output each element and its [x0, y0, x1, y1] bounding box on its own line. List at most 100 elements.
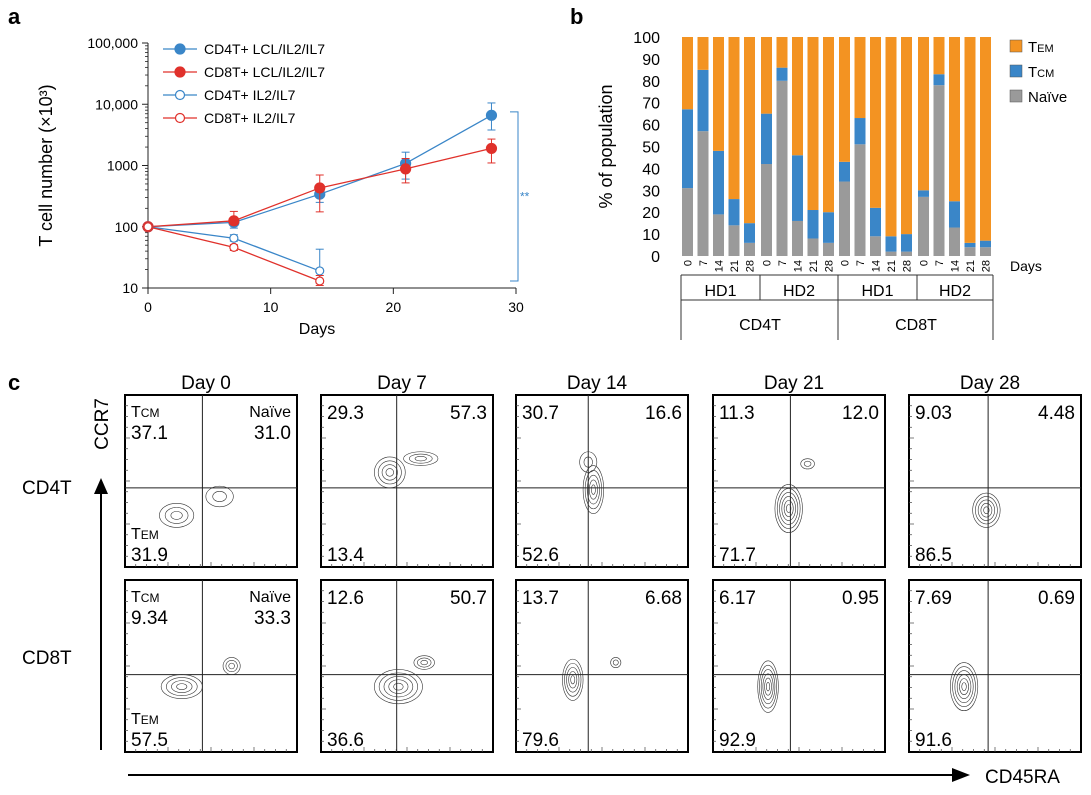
- contour-line: [612, 659, 619, 666]
- quadrant-value-upper-left: 11.3: [719, 403, 755, 424]
- contour-line: [759, 664, 777, 709]
- bar-naive: [807, 238, 819, 256]
- panel-frame: [320, 579, 494, 753]
- legend-label: CD8T+ LCL/IL2/IL7: [204, 64, 325, 80]
- contour-line: [956, 674, 972, 699]
- panel-letter-c: c: [8, 370, 20, 395]
- quadrant-value-upper-left: 29.3: [327, 403, 364, 424]
- data-point: [143, 222, 153, 232]
- x-axis-label: Days: [1010, 258, 1042, 274]
- bar-tem: [792, 37, 803, 156]
- bar-naive: [697, 131, 709, 256]
- y-tick-label: 20: [642, 205, 660, 222]
- legend-label: CD4T+ IL2/IL7: [204, 87, 296, 103]
- bar-tem: [870, 37, 881, 208]
- bar-tcm: [949, 201, 960, 228]
- contour-line: [225, 659, 238, 673]
- column-header: Day 7: [377, 373, 427, 394]
- contour-line: [420, 659, 428, 666]
- bar-naive: [854, 144, 866, 256]
- panel-letter-b: b: [570, 4, 583, 29]
- legend-swatch: [1009, 89, 1023, 103]
- bar-tcm: [870, 207, 881, 237]
- data-point: [315, 266, 325, 276]
- bar-tem: [761, 37, 772, 114]
- quadrant-label-naive: Naïve: [249, 404, 291, 421]
- quadrant-value-upper-right: 31.0: [254, 423, 291, 444]
- bar-naive: [761, 164, 772, 256]
- panel-letter-a: a: [8, 4, 21, 29]
- contour-line: [170, 511, 183, 520]
- legend-label: CD8T+ IL2/IL7: [204, 110, 296, 126]
- y-tick-label: 0: [651, 249, 660, 266]
- x-tick-label: 0: [144, 299, 152, 315]
- legend-marker: [174, 89, 186, 101]
- flow-panel: TCM Naïve 9.34 33.3 TEM 57.5: [124, 579, 298, 753]
- contour-line: [764, 677, 772, 696]
- bar-tcm: [918, 190, 929, 197]
- quadrant-value-upper-right: 16.6: [645, 403, 682, 424]
- bar-naive: [823, 242, 834, 256]
- contour-line: [374, 456, 406, 489]
- y-tick-label: 10,000: [95, 96, 138, 112]
- data-point: [314, 182, 326, 194]
- day-tick-label: 0: [683, 260, 695, 266]
- day-tick-label: 0: [762, 260, 774, 266]
- flow-panel: 12.6 50.7 36.6: [320, 579, 494, 753]
- bar-naive: [918, 196, 929, 256]
- cell-type-label: CD4T: [739, 317, 781, 334]
- bar-tem: [980, 37, 991, 241]
- contour-line: [779, 492, 799, 525]
- bar-tcm: [807, 210, 819, 239]
- panel-frame: [124, 579, 298, 753]
- quadrant-value-upper-right: 4.48: [1038, 403, 1075, 424]
- contour-line: [949, 662, 979, 712]
- day-tick-label: 21: [729, 260, 741, 272]
- flow-panel: 9.03 4.48 86.5: [908, 394, 1082, 568]
- panel-frame: [712, 579, 886, 753]
- column-header: Day 14: [567, 373, 628, 394]
- y-tick-label: 100,000: [87, 35, 138, 51]
- contour-line: [417, 657, 432, 668]
- bar-tcm: [728, 199, 740, 226]
- bar-tcm: [823, 212, 834, 243]
- contour-line: [588, 479, 598, 500]
- contour-line: [582, 465, 605, 514]
- contour-line: [160, 674, 203, 699]
- contour-line: [983, 506, 990, 514]
- y-tick-label: 80: [642, 74, 660, 91]
- bar-tcm: [901, 234, 912, 252]
- y-tick-label: 1000: [107, 158, 138, 174]
- legend-label: Naïve: [1028, 89, 1067, 106]
- bar-tem: [682, 37, 693, 110]
- contour-line: [579, 451, 598, 473]
- contour-line: [408, 453, 433, 464]
- contour-line: [566, 667, 580, 693]
- day-tick-label: 0: [840, 260, 852, 266]
- quadrant-value-upper-left: 9.03: [915, 403, 952, 424]
- contour-line: [803, 460, 812, 467]
- bar-naive: [792, 220, 803, 256]
- significance-label: **: [520, 189, 530, 203]
- bar-tcm: [839, 161, 850, 182]
- flow-panel: 6.17 0.95 92.9: [712, 579, 886, 753]
- contour-line: [212, 491, 227, 502]
- day-tick-label: 7: [855, 260, 867, 266]
- day-tick-label: 28: [981, 260, 993, 272]
- y-axis-label: CCR7: [92, 398, 113, 450]
- quadrant-label-tem: TEM: [131, 526, 159, 543]
- contour-line: [591, 484, 596, 495]
- contour-line: [377, 460, 402, 485]
- contour-line: [222, 657, 241, 675]
- bar-tcm: [854, 118, 866, 145]
- bar-naive: [933, 85, 945, 257]
- y-arrow-head: [94, 478, 108, 494]
- quadrant-value-upper-left: 9.34: [131, 608, 168, 629]
- data-point: [315, 276, 325, 286]
- contour-line: [564, 662, 582, 697]
- contour-line: [583, 456, 593, 468]
- bar-group-1: 0 7 14 21 28 HD2: [761, 37, 836, 300]
- y-tick-label: 50: [642, 140, 660, 157]
- legend-marker: [174, 66, 186, 78]
- bar-tcm: [792, 155, 803, 221]
